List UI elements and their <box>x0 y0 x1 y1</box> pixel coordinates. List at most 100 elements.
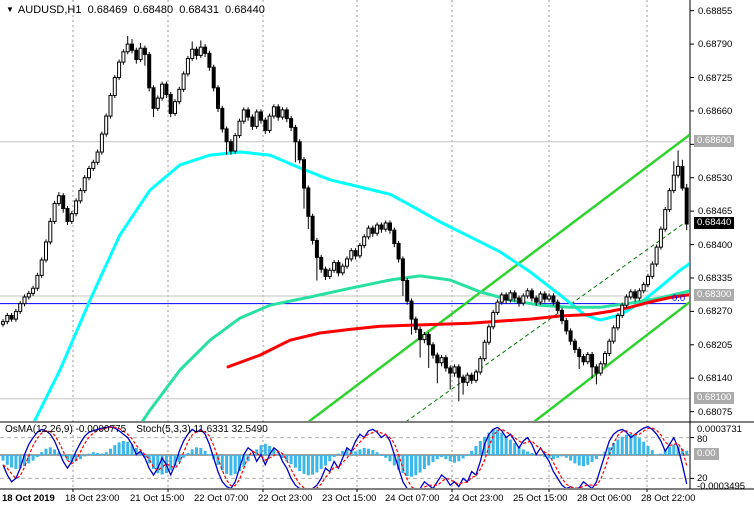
candle-body <box>211 66 216 89</box>
osma-bar <box>87 453 91 455</box>
candle-body <box>1 321 5 325</box>
candle-body <box>271 106 276 117</box>
candle-body <box>400 258 405 282</box>
time-axis-label: 22 Oct 23:00 <box>258 493 313 504</box>
osma-bar <box>354 451 358 455</box>
osma-bar <box>229 455 233 476</box>
price-tick-label: 0.68400 <box>698 239 733 251</box>
candle-body <box>95 151 100 163</box>
osma-bar <box>500 432 504 455</box>
candle-body <box>310 215 315 241</box>
osma-bar <box>401 455 405 474</box>
price-tick-label: 0.68075 <box>698 406 733 418</box>
candle-body <box>35 274 40 289</box>
osma-bar <box>268 445 272 455</box>
osma-bar <box>577 455 581 466</box>
candle-body <box>147 53 152 89</box>
candle-body <box>241 109 246 122</box>
osma-bar <box>78 455 82 460</box>
osma-bar <box>1 455 5 461</box>
osma-bar <box>134 448 138 455</box>
candle-body <box>181 73 186 90</box>
osma-bar <box>650 450 654 455</box>
osma-bar <box>27 455 31 464</box>
price-tick-label: 0.68205 <box>698 339 733 351</box>
candle-body <box>534 297 539 303</box>
osma-bar <box>10 455 14 468</box>
candle-body <box>345 258 349 267</box>
candle-body <box>413 318 418 330</box>
osma-bar <box>526 451 530 455</box>
osma-bar <box>685 450 689 455</box>
osma-bar <box>96 452 100 455</box>
candle-body <box>108 95 113 117</box>
candle-body <box>31 287 36 294</box>
osma-bar <box>311 455 315 475</box>
candle-body <box>658 228 663 248</box>
ma-mid-green <box>140 274 689 421</box>
candle-body <box>624 296 629 306</box>
candle-body <box>603 353 607 365</box>
time-axis-label: 24 Oct 07:00 <box>385 493 440 504</box>
indicator-labels: OsMA(12,26,9) -0.0000775 Stoch(5,3,3) 11.… <box>5 424 278 435</box>
osma-bar <box>332 455 336 458</box>
candle-body <box>259 111 263 121</box>
osma-bar <box>470 450 474 455</box>
candle-body <box>654 246 659 265</box>
candle-body <box>418 328 423 341</box>
osma-bar <box>160 455 164 475</box>
osma-bar <box>508 439 512 455</box>
osma-bar <box>285 455 289 462</box>
osma-bar <box>599 455 603 456</box>
osma-bar <box>668 446 671 455</box>
candle-body <box>495 301 500 313</box>
osma-bar <box>680 448 684 455</box>
candle-body <box>263 119 268 131</box>
osma-bar <box>491 428 495 455</box>
osma-bar <box>298 455 302 472</box>
candle-body <box>164 83 169 95</box>
time-axis-label: 18 Oct 23:00 <box>65 493 120 504</box>
candle-body <box>439 357 444 364</box>
fib-level-label: 0.0 <box>672 292 686 304</box>
osma-bar <box>289 455 293 465</box>
osma-bar <box>152 455 155 469</box>
candle-body <box>542 293 547 300</box>
osma-bar <box>328 455 332 462</box>
price-tick-label: 0.68660 <box>698 105 733 117</box>
osma-bar <box>100 453 104 455</box>
symbol-dropdown-arrow[interactable]: ▼ <box>6 5 14 14</box>
osma-bar <box>272 449 276 455</box>
time-axis-label: 21 Oct 15:00 <box>130 493 185 504</box>
osma-bar <box>659 453 663 455</box>
candle-body <box>633 291 638 299</box>
candle-body <box>564 320 569 332</box>
candle-body <box>276 106 281 118</box>
candle-body <box>474 371 478 381</box>
price-tick-label: 0.68335 <box>698 272 733 284</box>
osma-bar <box>465 455 469 456</box>
osma-bar <box>474 445 478 455</box>
candle-body <box>332 262 337 271</box>
candle-body <box>611 327 616 342</box>
price-tick-label: 0.68855 <box>698 5 733 17</box>
osma-bar <box>74 455 78 462</box>
osma-bar <box>225 455 229 474</box>
candle-body <box>646 275 650 286</box>
candle-body <box>366 227 371 238</box>
candle-body <box>336 262 341 274</box>
osma-bar <box>594 455 598 460</box>
osma-bar <box>83 455 87 457</box>
osma-bar <box>169 455 173 471</box>
candle-body <box>134 49 139 61</box>
osma-bar <box>504 436 508 455</box>
osma-bar <box>121 441 125 455</box>
candle-body <box>572 340 577 350</box>
price-tick-label: 0.68140 <box>698 373 733 385</box>
osma-bar <box>207 454 211 456</box>
osma-bar <box>5 455 9 465</box>
symbol-period-label: AUDUSD,H1 <box>17 4 82 16</box>
osma-bar <box>444 455 448 460</box>
osma-bar <box>655 454 659 456</box>
